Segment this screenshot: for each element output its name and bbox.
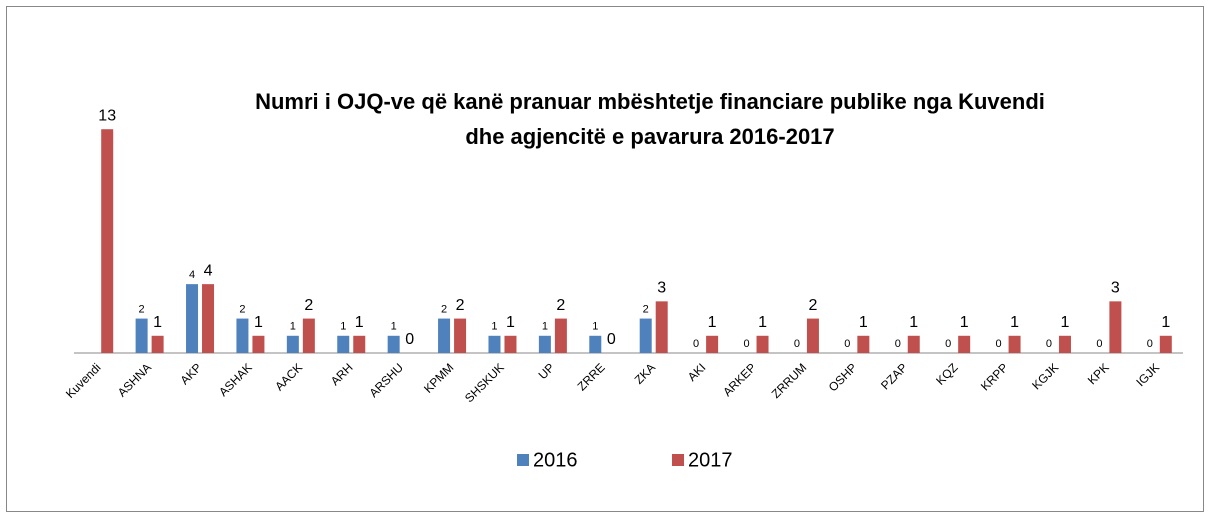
data-label: 0 (895, 338, 901, 350)
data-label: 1 (1061, 314, 1070, 331)
data-label: 2 (239, 303, 245, 315)
data-label: 3 (657, 280, 666, 297)
data-label: 0 (1147, 338, 1153, 350)
bar (756, 335, 769, 353)
bar (151, 335, 164, 353)
data-label: 3 (1111, 280, 1120, 297)
data-label: 1 (290, 321, 296, 333)
data-label: 1 (153, 314, 162, 331)
bar (488, 335, 501, 353)
bar (554, 318, 567, 353)
bar (639, 318, 652, 353)
legend-swatch (672, 454, 684, 466)
data-label: 0 (844, 338, 850, 350)
bar (101, 129, 114, 353)
data-label: 4 (189, 269, 195, 281)
chart-title: Numri i OJQ-ve që kanë pranuar mbështetj… (255, 89, 1045, 114)
chart-border (6, 6, 1204, 512)
data-label: 4 (204, 262, 213, 279)
data-label: 1 (506, 314, 515, 331)
data-label: 1 (1161, 314, 1170, 331)
data-label: 1 (592, 321, 598, 333)
bar (655, 301, 668, 353)
data-label: 1 (708, 314, 717, 331)
data-label: 0 (693, 338, 699, 350)
data-label: 1 (859, 314, 868, 331)
data-label: 0 (945, 338, 951, 350)
data-label: 0 (607, 331, 616, 348)
bar (236, 318, 249, 353)
data-label: 1 (491, 321, 497, 333)
bar (504, 335, 517, 353)
data-label: 2 (456, 297, 465, 314)
data-label: 1 (542, 321, 548, 333)
data-label: 0 (996, 338, 1002, 350)
bar (186, 284, 199, 353)
bar (387, 335, 400, 353)
data-label: 0 (405, 331, 414, 348)
legend-label: 2016 (533, 449, 578, 471)
data-label: 2 (643, 303, 649, 315)
data-label: 1 (909, 314, 918, 331)
bar (438, 318, 451, 353)
data-label: 0 (1046, 338, 1052, 350)
bar (1109, 301, 1122, 353)
bar (857, 335, 870, 353)
data-label: 1 (960, 314, 969, 331)
data-label: 2 (441, 303, 447, 315)
bar (589, 335, 602, 353)
bar (538, 335, 551, 353)
bar (958, 335, 971, 353)
data-label: 2 (556, 297, 565, 314)
data-label: 13 (98, 107, 116, 124)
data-label: 1 (355, 314, 364, 331)
legend-swatch (517, 454, 529, 466)
data-label: 0 (1096, 338, 1102, 350)
bar (302, 318, 315, 353)
bar (1008, 335, 1021, 353)
data-label: 0 (794, 338, 800, 350)
legend-label: 2017 (688, 449, 733, 471)
bar (202, 284, 215, 353)
bar (353, 335, 366, 353)
data-label: 2 (139, 303, 145, 315)
bar (806, 318, 819, 353)
bar (252, 335, 265, 353)
data-label: 2 (304, 297, 313, 314)
bar (337, 335, 350, 353)
bar (706, 335, 719, 353)
bar (286, 335, 299, 353)
data-label: 1 (254, 314, 263, 331)
bar (454, 318, 467, 353)
bar (907, 335, 920, 353)
bar (1058, 335, 1071, 353)
bar (1159, 335, 1172, 353)
chart-title: dhe agjencitë e pavarura 2016-2017 (465, 124, 834, 149)
data-label: 0 (743, 338, 749, 350)
data-label: 1 (340, 321, 346, 333)
data-label: 1 (391, 321, 397, 333)
data-label: 1 (758, 314, 767, 331)
bar (135, 318, 148, 353)
data-label: 1 (1010, 314, 1019, 331)
data-label: 2 (808, 297, 817, 314)
